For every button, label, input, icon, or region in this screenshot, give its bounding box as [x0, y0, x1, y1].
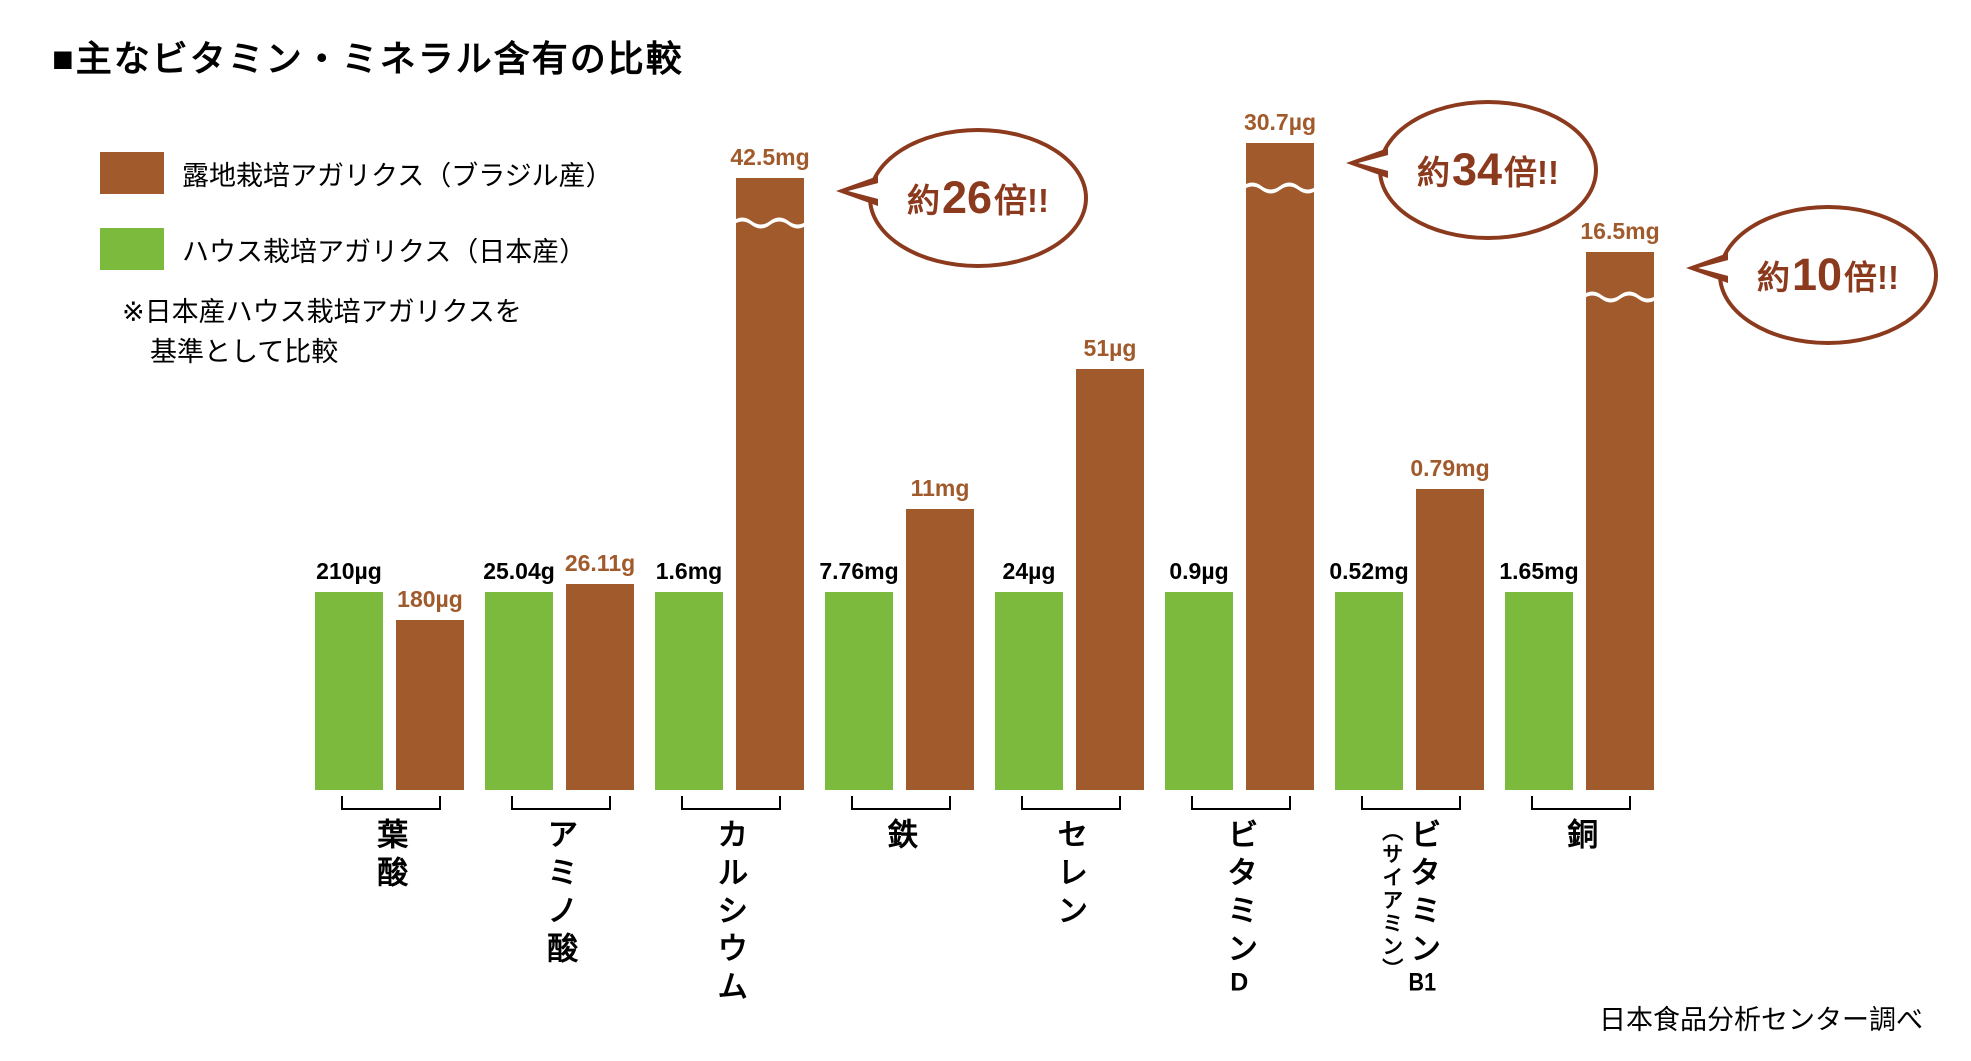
field-bar — [733, 178, 807, 790]
field-value-label: 42.5mg — [730, 144, 810, 170]
category-label: ビタミンD — [1222, 818, 1258, 995]
pair-bracket — [1361, 796, 1461, 810]
house-bar — [995, 592, 1063, 790]
legend-item-house: ハウス栽培アガリクス（日本産） — [100, 228, 613, 270]
house-bar — [1505, 592, 1573, 790]
field-bar — [1243, 143, 1317, 790]
pair-bracket — [1021, 796, 1121, 810]
legend-label-field: 露地栽培アガリクス（ブラジル産） — [182, 160, 613, 191]
house-value-label: 210µg — [316, 558, 382, 584]
pair-bracket — [851, 796, 951, 810]
field-value-label: 16.5mg — [1580, 218, 1660, 244]
legend-label-house: ハウス栽培アガリクス（日本産） — [182, 236, 587, 267]
house-value-label: 1.6mg — [655, 558, 723, 584]
house-value-label: 0.52mg — [1329, 558, 1409, 584]
house-value-label: 1.65mg — [1499, 558, 1579, 584]
field-value-label: 11mg — [910, 475, 970, 501]
category-label: 鉄 — [882, 818, 918, 856]
house-value-label: 0.9µg — [1169, 558, 1229, 584]
legend-swatch-house — [100, 228, 164, 270]
house-value-label: 7.76mg — [819, 558, 899, 584]
house-bar — [485, 592, 553, 790]
house-value-label: 24µg — [1002, 558, 1056, 584]
legend-swatch-field — [100, 152, 164, 194]
category-label: カルシウム — [712, 818, 748, 1008]
category-label: 銅 — [1562, 818, 1598, 856]
pair-bracket — [681, 796, 781, 810]
callout-bubble: 約 26 倍!! — [836, 128, 1088, 268]
field-bar — [1076, 369, 1144, 790]
legend: 露地栽培アガリクス（ブラジル産） ハウス栽培アガリクス（日本産） — [100, 152, 613, 270]
note-line-2: 基準として比較 — [150, 337, 339, 367]
pair-bracket — [511, 796, 611, 810]
category-label: ビタミンB1 （サイアミン） — [1379, 818, 1441, 995]
page-title: ■主なビタミン・ミネラル含有の比較 — [52, 38, 684, 79]
field-bar — [1583, 252, 1657, 790]
house-bar — [315, 592, 383, 790]
field-bar — [906, 509, 974, 790]
field-value-label: 30.7µg — [1243, 109, 1317, 135]
field-bar — [1416, 489, 1484, 790]
field-value-label: 51µg — [1083, 335, 1137, 361]
category-label: アミノ酸 — [542, 818, 578, 970]
category-label: 葉酸 — [372, 818, 408, 894]
baseline-note: ※日本産ハウス栽培アガリクスを 基準として比較 — [122, 292, 522, 372]
pair-bracket — [341, 796, 441, 810]
house-bar — [655, 592, 723, 790]
field-value-label: 26.11g — [564, 550, 636, 576]
house-bar — [1165, 592, 1233, 790]
house-bar — [1335, 592, 1403, 790]
pair-bracket — [1191, 796, 1291, 810]
pair-bracket — [1531, 796, 1631, 810]
field-value-label: 180µg — [397, 586, 463, 612]
field-bar — [566, 584, 634, 790]
source-credit: 日本食品分析センター調べ — [1599, 1005, 1923, 1035]
axis-break-wave — [1243, 182, 1317, 194]
axis-break-wave — [733, 217, 807, 229]
category-label: セレン — [1052, 818, 1088, 932]
house-value-label: 25.04g — [483, 558, 555, 584]
field-value-label: 0.79mg — [1410, 455, 1490, 481]
callout-bubble: 約 10 倍!! — [1686, 205, 1938, 345]
legend-item-field: 露地栽培アガリクス（ブラジル産） — [100, 152, 613, 194]
callout-bubble: 約 34 倍!! — [1346, 100, 1598, 240]
note-line-1: ※日本産ハウス栽培アガリクスを — [122, 297, 522, 327]
house-bar — [825, 592, 893, 790]
axis-break-wave — [1583, 291, 1657, 303]
field-bar — [396, 620, 464, 790]
category-sublabel: （サイアミン） — [1379, 820, 1403, 981]
